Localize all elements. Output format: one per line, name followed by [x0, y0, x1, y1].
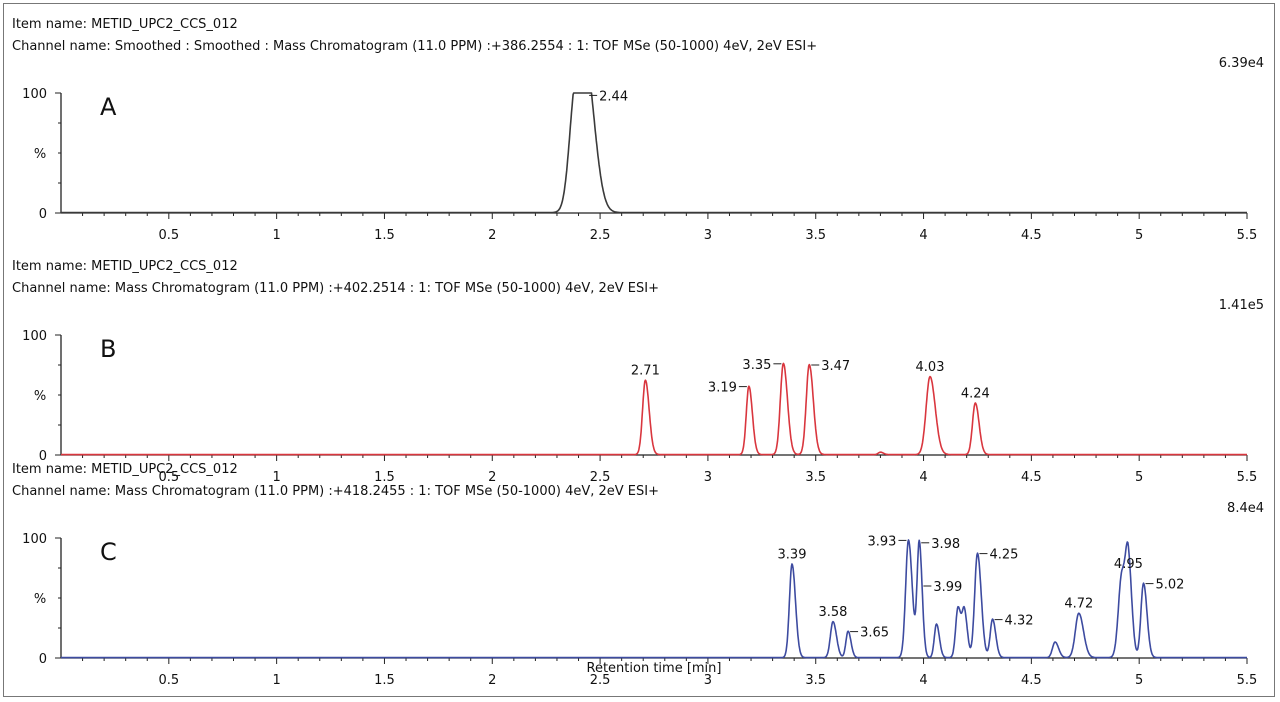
peak-label: 3.65 — [860, 626, 889, 641]
peak-label: 3.58 — [819, 605, 848, 620]
x-tick-label: 5 — [1135, 228, 1143, 243]
chromatogram-panel-a: Item name: METID_UPC2_CCS_012 Channel nam… — [12, 17, 1264, 243]
panel-letter: C — [100, 538, 117, 566]
channel-name-text: Channel name: Mass Chromatogram (11.0 PP… — [12, 484, 659, 499]
x-axis-label: Retention time [min] — [587, 661, 722, 676]
peak-label: 3.93 — [867, 534, 896, 549]
chromatogram-panel-b: Item name: METID_UPC2_CCS_012 Channel nam… — [12, 259, 1264, 485]
x-tick-label: 2.5 — [590, 228, 611, 243]
panel-letter: A — [100, 93, 117, 121]
x-tick-label: 2.5 — [590, 673, 611, 688]
x-tick-label: 1.5 — [374, 228, 395, 243]
peak-label: 4.25 — [989, 548, 1018, 563]
y-tick-label-100: 100 — [22, 329, 47, 344]
x-tick-label: 3 — [704, 470, 712, 485]
peak-label: 4.03 — [916, 360, 945, 375]
y-axis-label: % — [34, 389, 46, 404]
x-tick-label: 4.5 — [1021, 470, 1042, 485]
x-tick-label: 2.5 — [590, 470, 611, 485]
chromatogram-panel-c: Item name: METID_UPC2_CCS_012 Channel nam… — [12, 462, 1264, 688]
peak-label: 3.39 — [778, 547, 807, 562]
x-tick-label: 2 — [488, 673, 496, 688]
x-tick-label: 1 — [272, 470, 280, 485]
channel-name-text: Channel name: Smoothed : Smoothed : Mass… — [12, 39, 817, 54]
y-axis-label: % — [34, 592, 46, 607]
figure-frame — [3, 3, 1275, 697]
peak-label: 2.44 — [599, 89, 628, 104]
chromatogram-trace — [60, 92, 1248, 214]
y-tick-label-0: 0 — [39, 449, 47, 464]
x-tick-label: 0.5 — [158, 673, 179, 688]
item-name-text: Item name: METID_UPC2_CCS_012 — [12, 259, 238, 274]
x-tick-label: 5.5 — [1237, 673, 1258, 688]
x-tick-label: 4 — [919, 228, 927, 243]
y-tick-label-100: 100 — [22, 87, 47, 102]
intensity-scale-value: 1.41e5 — [1219, 298, 1264, 313]
x-tick-label: 4.5 — [1021, 673, 1042, 688]
intensity-scale-value: 6.39e4 — [1219, 56, 1264, 71]
item-name-text: Item name: METID_UPC2_CCS_012 — [12, 462, 238, 477]
item-name-text: Item name: METID_UPC2_CCS_012 — [12, 17, 238, 32]
peak-label: 5.02 — [1155, 578, 1184, 593]
x-tick-label: 5 — [1135, 673, 1143, 688]
x-tick-label: 3 — [704, 673, 712, 688]
peak-label: 3.99 — [933, 580, 962, 595]
x-tick-label: 4 — [919, 470, 927, 485]
x-tick-label: 5 — [1135, 470, 1143, 485]
x-tick-label: 5.5 — [1237, 228, 1258, 243]
chromatogram-trace — [60, 362, 1248, 456]
peak-label: 4.24 — [961, 386, 990, 401]
x-tick-label: 1 — [272, 228, 280, 243]
channel-name-text: Channel name: Mass Chromatogram (11.0 PP… — [12, 281, 659, 296]
x-tick-label: 1.5 — [374, 673, 395, 688]
x-tick-label: 2 — [488, 228, 496, 243]
x-tick-label: 0.5 — [158, 228, 179, 243]
x-tick-label: 2 — [488, 470, 496, 485]
x-tick-label: 3.5 — [805, 470, 826, 485]
x-tick-label: 4.5 — [1021, 228, 1042, 243]
peak-label: 3.19 — [708, 381, 737, 396]
x-tick-label: 4 — [919, 673, 927, 688]
peak-label: 3.35 — [742, 358, 771, 373]
y-axis-label: % — [34, 147, 46, 162]
y-tick-label-0: 0 — [39, 207, 47, 222]
y-tick-label-0: 0 — [39, 652, 47, 667]
x-tick-label: 1 — [272, 673, 280, 688]
y-tick-label-100: 100 — [22, 532, 47, 547]
peak-label: 4.32 — [1005, 614, 1034, 629]
peak-label: 2.71 — [631, 364, 660, 379]
x-tick-label: 5.5 — [1237, 470, 1258, 485]
peak-label: 3.98 — [931, 537, 960, 552]
x-tick-label: 1.5 — [374, 470, 395, 485]
peak-label: 3.47 — [821, 359, 850, 374]
intensity-scale-value: 8.4e4 — [1227, 501, 1264, 516]
peak-label: 4.95 — [1114, 557, 1143, 572]
panel-letter: B — [100, 335, 116, 363]
chromatogram-trace — [60, 539, 1248, 659]
x-tick-label: 0.5 — [158, 470, 179, 485]
x-tick-label: 3.5 — [805, 673, 826, 688]
x-tick-label: 3 — [704, 228, 712, 243]
x-tick-label: 3.5 — [805, 228, 826, 243]
peak-label: 4.72 — [1064, 597, 1093, 612]
